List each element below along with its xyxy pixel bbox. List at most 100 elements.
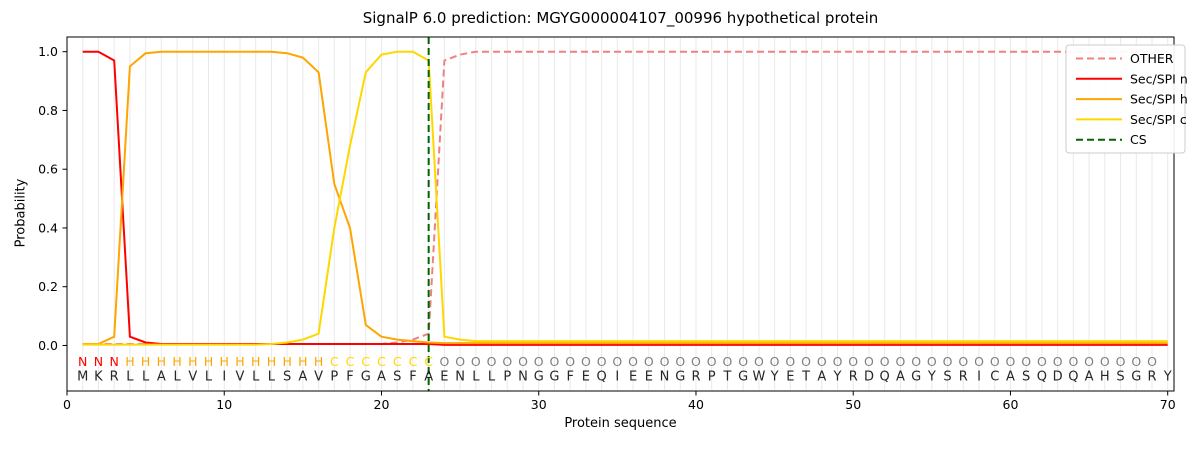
sequence-letter: F [409, 370, 416, 385]
sequence-letter: S [943, 370, 951, 385]
sequence-letter: R [691, 370, 700, 385]
sequence-letter: G [534, 370, 544, 385]
region-letter: O [581, 354, 591, 369]
sequence-letter: Y [927, 370, 936, 385]
region-letter: O [597, 354, 607, 369]
legend-label: Sec/SPI h [1130, 92, 1188, 107]
region-letter: O [707, 354, 717, 369]
region-letter: O [738, 354, 748, 369]
x-tick-label: 60 [1003, 397, 1019, 412]
legend-label: Sec/SPI c [1130, 112, 1187, 127]
region-letter: O [895, 354, 905, 369]
grid-lines [82, 38, 1169, 390]
sequence-letter: M [77, 370, 88, 385]
region-letter: O [848, 354, 858, 369]
sequence-letter: G [1131, 370, 1141, 385]
sequence-letter: G [675, 370, 685, 385]
sequence-letter: A [377, 370, 386, 385]
region-letter: O [1100, 354, 1110, 369]
region-letter: O [691, 354, 701, 369]
region-letter: O [1006, 354, 1016, 369]
region-letter: H [157, 354, 166, 369]
sequence-letter: T [722, 370, 731, 385]
sequence-letter: S [283, 370, 291, 385]
region-letter: C [330, 354, 339, 369]
region-letter: H [235, 354, 244, 369]
region-letter: O [534, 354, 544, 369]
region-letter: O [880, 354, 890, 369]
region-letter: O [958, 354, 968, 369]
region-letter: C [424, 354, 433, 369]
legend-item-other: OTHER [1076, 51, 1174, 66]
series-sec-spi-c-line [82, 50, 1168, 346]
sequence-letter: A [817, 370, 826, 385]
sequence-letter: S [1116, 370, 1124, 385]
region-letter: O [1021, 354, 1031, 369]
sequence-letter: A [896, 370, 905, 385]
region-letter: O [785, 354, 795, 369]
sequence-letter: L [205, 370, 213, 385]
region-letter: O [943, 354, 953, 369]
region-letter: O [754, 354, 764, 369]
sequence-letter: D [864, 370, 874, 385]
region-letter: O [628, 354, 638, 369]
sequence-letter: A [1085, 370, 1094, 385]
region-letter: O [1147, 354, 1157, 369]
region-letter: O [675, 354, 685, 369]
region-letter: N [109, 354, 118, 369]
sequence-letter: A [298, 370, 307, 385]
region-letter: O [455, 354, 465, 369]
sequence-letter: I [615, 370, 619, 385]
x-tick-label: 40 [688, 397, 704, 412]
sequence-letter: P [330, 370, 338, 385]
y-axis-label: Probability [13, 178, 29, 248]
region-letter: O [974, 354, 984, 369]
legend-box [1065, 44, 1186, 154]
sequence-letter: R [849, 370, 858, 385]
sequence-letter: Y [833, 370, 842, 385]
sequence-letter: P [503, 370, 511, 385]
y-tick-label: 0.6 [38, 162, 58, 177]
region-letter: O [1084, 354, 1094, 369]
sequence-letter: L [488, 370, 496, 385]
y-tick-label: 0.0 [38, 338, 58, 353]
plot-border [66, 36, 1175, 392]
region-letter: O [817, 354, 827, 369]
region-letter: O [927, 354, 937, 369]
sequence-letter: T [801, 370, 810, 385]
region-letter: O [518, 354, 528, 369]
sequence-letter: R [959, 370, 968, 385]
sequence-letter: N [660, 370, 670, 385]
sequence-letter: Q [1037, 370, 1047, 385]
sequence-letter: D [1053, 370, 1063, 385]
region-letter: O [644, 354, 654, 369]
region-letter: O [833, 354, 843, 369]
x-tick-label: 10 [216, 397, 232, 412]
region-letter: O [550, 354, 560, 369]
region-letter: O [1131, 354, 1141, 369]
region-letter: O [502, 354, 512, 369]
sequence-letter: L [252, 370, 260, 385]
sequence-letter: L [142, 370, 150, 385]
sequence-letter: Q [597, 370, 607, 385]
sequence-letter: N [518, 370, 528, 385]
region-letter: O [612, 354, 622, 369]
region-letter: C [393, 354, 402, 369]
y-tick-label: 1.0 [38, 44, 58, 59]
sequence-letter: Y [770, 370, 779, 385]
legend-label: CS [1130, 132, 1147, 147]
legend-item-sec-spi-c: Sec/SPI c [1076, 112, 1187, 127]
legend-label: Sec/SPI n [1130, 71, 1188, 86]
sequence-letter: C [990, 370, 999, 385]
region-letter: H [204, 354, 213, 369]
sequence-letter: R [110, 370, 119, 385]
x-axis-label: Protein sequence [564, 416, 677, 431]
region-letter: C [377, 354, 386, 369]
sequence-letter: K [94, 370, 103, 385]
region-letter: H [282, 354, 291, 369]
region-letter: O [864, 354, 874, 369]
region-letter: N [78, 354, 87, 369]
series-sec-spi-n-line [82, 50, 1168, 346]
